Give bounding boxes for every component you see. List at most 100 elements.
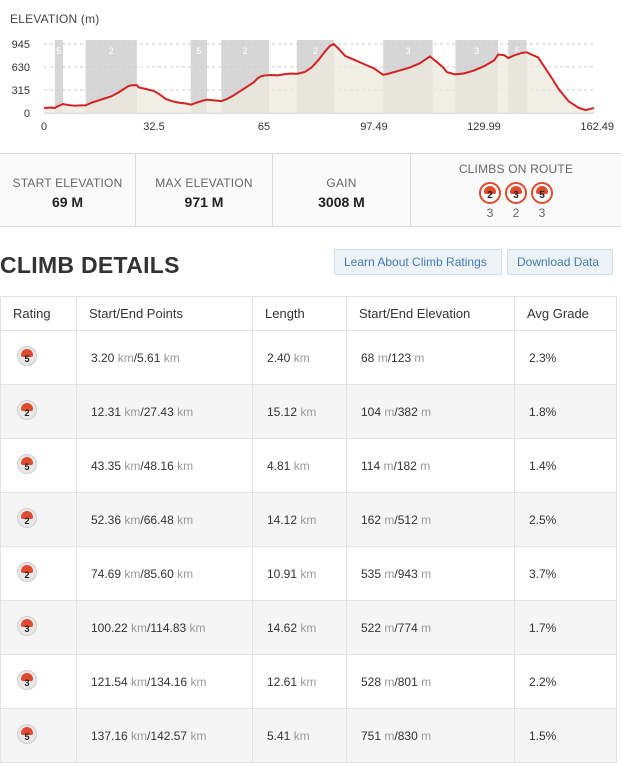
gain-value: 3008 M <box>318 194 365 210</box>
avg-grade-value: 1.5% <box>529 728 557 743</box>
climb-summary-cat-2[interactable]: 2 3 <box>479 182 501 220</box>
rating-cell: 2 <box>0 546 77 601</box>
length-cell: 5.41 km <box>252 708 347 763</box>
climb-category-summary: 2 3 3 2 5 3 <box>411 182 621 220</box>
unit-m: m <box>421 566 432 581</box>
climb-category-icon: 5 <box>17 724 37 744</box>
climb-band-label: 2 <box>313 46 318 56</box>
unit-km: km <box>163 350 180 365</box>
climb-details-table: Rating Start/End Points Length Start/End… <box>0 296 617 763</box>
end-elevation-m: 830 <box>397 728 418 743</box>
start-end-points-cell: 3.20 km/5.61 km <box>76 330 253 385</box>
length-value: 10.91 <box>267 566 298 581</box>
unit-m: m <box>421 404 432 419</box>
avg-grade-value: 2.2% <box>529 674 557 689</box>
length-value: 15.12 <box>267 404 298 419</box>
avg-grade-value: 1.8% <box>529 404 557 419</box>
avg-grade-cell: 1.4% <box>514 438 617 493</box>
avg-grade-value: 2.5% <box>529 512 557 527</box>
table-row[interactable]: 5 137.16 km/142.57 km 5.41 km 751 m/830 m 1.… <box>0 708 617 763</box>
climb-band-label: 3 <box>474 46 479 56</box>
length-cell: 14.12 km <box>252 492 347 547</box>
unit-m: m <box>384 512 395 527</box>
unit-km: km <box>293 458 310 473</box>
unit-km: km <box>124 566 141 581</box>
gain-label: GAIN <box>326 176 357 190</box>
unit-km: km <box>131 728 148 743</box>
length-value: 14.12 <box>267 512 298 527</box>
avg-grade-cell: 1.7% <box>514 600 617 655</box>
start-end-elevation-cell: 162 m/512 m <box>346 492 515 547</box>
length-value: 5.41 <box>267 728 291 743</box>
unit-km: km <box>189 620 206 635</box>
rating-cell: 2 <box>0 492 77 547</box>
max-elevation-label: MAX ELEVATION <box>155 176 253 190</box>
rating-cell: 3 <box>0 654 77 709</box>
x-tick-label: 162.49 <box>580 121 614 133</box>
unit-m: m <box>421 674 432 689</box>
start-km: 52.36 <box>91 512 122 527</box>
start-elevation-m: 114 <box>361 458 381 473</box>
climb-category-icon: 2 <box>17 400 37 420</box>
unit-km: km <box>177 512 194 527</box>
avg-grade-cell: 2.3% <box>514 330 617 385</box>
table-row[interactable]: 2 74.69 km/85.60 km 10.91 km 535 m/943 m 3.7… <box>0 546 617 601</box>
table-row[interactable]: 2 52.36 km/66.48 km 14.12 km 162 m/512 m 2.5… <box>0 492 617 547</box>
start-elevation-m: 162 <box>361 512 382 527</box>
column-header-start-end-points[interactable]: Start/End Points <box>76 296 253 331</box>
table-row[interactable]: 2 12.31 km/27.43 km 15.12 km 104 m/382 m 1.8… <box>0 384 617 439</box>
table-row[interactable]: 5 43.35 km/48.16 km 4.81 km 114 m/182 m 1.4% <box>0 438 617 493</box>
start-end-points-cell: 43.35 km/48.16 km <box>76 438 253 493</box>
avg-grade-cell: 2.5% <box>514 492 617 547</box>
end-km: 142.57 <box>150 728 188 743</box>
unit-m: m <box>384 674 395 689</box>
length-value: 14.62 <box>267 620 298 635</box>
end-elevation-m: 382 <box>397 404 418 419</box>
end-km: 48.16 <box>143 458 174 473</box>
column-header-rating[interactable]: Rating <box>0 296 77 331</box>
avg-grade-cell: 3.7% <box>514 546 617 601</box>
unit-km: km <box>131 674 148 689</box>
elevation-line <box>43 43 595 112</box>
column-header-start-end-elevation[interactable]: Start/End Elevation <box>346 296 515 331</box>
elevation-profile-svg[interactable]: 5 2 5 2 2 3 3 5 945 630 315 00 32.5 65 97.49 129.99 162.… <box>0 0 621 150</box>
x-tick-label: 32.5 <box>143 121 164 133</box>
max-elevation-stat: MAX ELEVATION 971 M <box>136 154 273 226</box>
rating-cell: 5 <box>0 708 77 763</box>
end-elevation-m: 182 <box>396 458 417 473</box>
start-end-points-cell: 12.31 km/27.43 km <box>76 384 253 439</box>
length-cell: 4.81 km <box>252 438 347 493</box>
unit-m: m <box>384 620 395 635</box>
length-value: 4.81 <box>267 458 291 473</box>
start-km: 3.20 <box>91 350 115 365</box>
climb-summary-cat-5[interactable]: 5 3 <box>531 182 553 220</box>
climb-summary-cat-3[interactable]: 3 2 <box>505 182 527 220</box>
rating-cell: 5 <box>0 438 77 493</box>
y-tick-label: 630 <box>12 62 30 74</box>
climb-band <box>54 40 63 113</box>
unit-m: m <box>414 350 425 365</box>
unit-m: m <box>421 620 432 635</box>
column-header-avg-grade[interactable]: Avg Grade <box>514 296 617 331</box>
climb-category-icon: 3 <box>17 616 37 636</box>
start-elevation-stat: START ELEVATION 69 M <box>0 154 136 226</box>
start-end-points-cell: 52.36 km/66.48 km <box>76 492 253 547</box>
column-header-length[interactable]: Length <box>252 296 347 331</box>
start-end-elevation-cell: 751 m/830 m <box>346 708 515 763</box>
download-data-button[interactable]: Download Data <box>507 249 613 275</box>
start-elevation-m: 535 <box>361 566 382 581</box>
end-km: 85.60 <box>143 566 174 581</box>
start-elevation-m: 104 <box>361 404 382 419</box>
start-end-elevation-cell: 104 m/382 m <box>346 384 515 439</box>
elevation-chart[interactable]: ELEVATION (m) 5 2 5 2 2 3 3 5 945 630 315 0 0 32.5 65 9… <box>0 0 621 150</box>
start-elevation-label: START ELEVATION <box>12 176 123 190</box>
table-row[interactable]: 5 3.20 km/5.61 km 2.40 km 68 m/123 m 2.3% <box>0 330 617 385</box>
start-end-elevation-cell: 535 m/943 m <box>346 546 515 601</box>
climbs-on-route-stat: CLIMBS ON ROUTE 2 3 3 2 5 3 <box>411 154 621 226</box>
climb-category-icon: 5 <box>531 182 553 204</box>
start-km: 43.35 <box>91 458 122 473</box>
length-value: 2.40 <box>267 350 291 365</box>
learn-climb-ratings-button[interactable]: Learn About Climb Ratings <box>334 249 502 275</box>
